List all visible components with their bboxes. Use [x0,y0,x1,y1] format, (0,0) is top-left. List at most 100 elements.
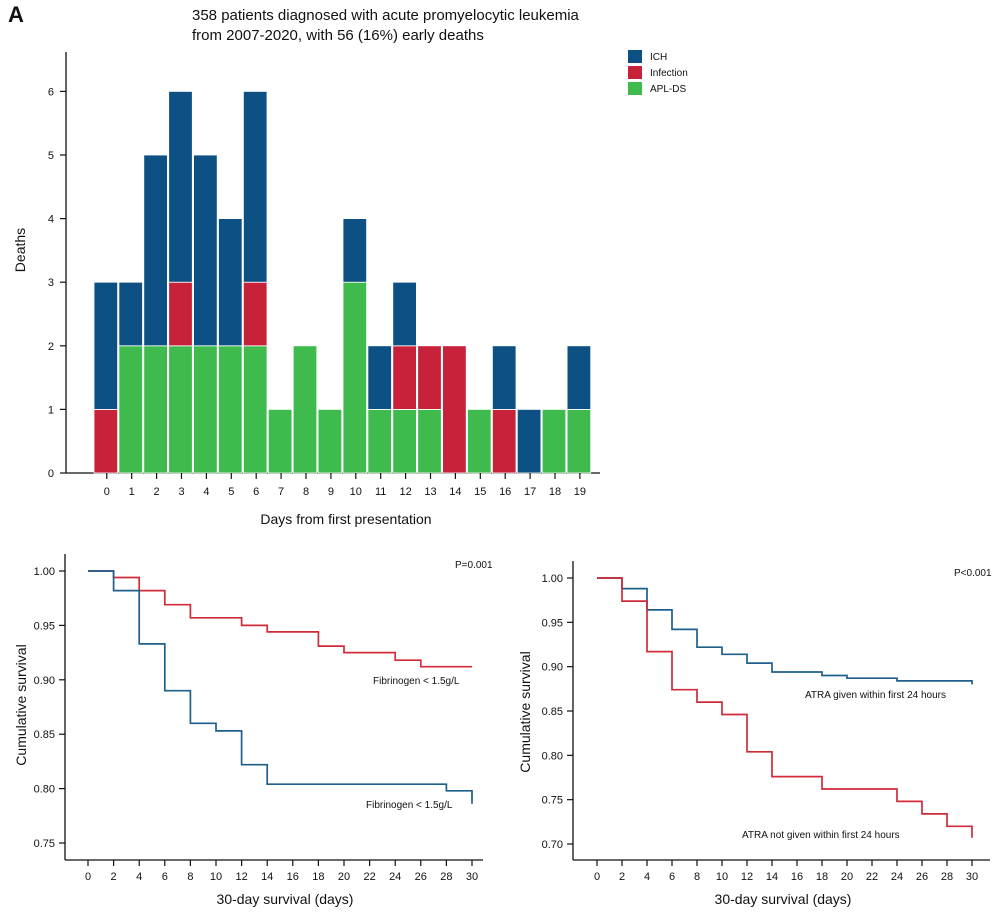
bar-ich [168,91,193,283]
x-tick-label: 8 [694,871,700,883]
x-tick-label: 10 [210,871,222,883]
y-axis-title: Cumulative survival [13,644,29,765]
title-line-1: 358 patients diagnosed with acute promye… [192,7,579,24]
bar-infection [442,345,467,474]
bar-apl-ds [317,408,343,474]
x-tick-label: 12 [741,871,753,883]
legend-swatch-infection [628,66,642,79]
bar-apl-ds [242,345,268,474]
y-tick-label: 1 [48,404,54,416]
bar-apl-ds [168,345,193,474]
y-tick-label: 3 [48,277,54,289]
x-tick-label: 30 [466,871,478,883]
x-tick-label: 0 [104,486,110,498]
y-tick-label: 5 [48,150,54,162]
title-line-2: from 2007-2020, with 56 (16%) early deat… [192,27,484,44]
y-tick-label: 0.75 [34,838,55,850]
x-tick-label: 18 [549,486,561,498]
x-tick-label: 0 [85,871,91,883]
y-axis-title: Cumulative survival [517,651,533,772]
p-value: P=0.001 [455,560,493,571]
bar-ich [566,345,592,410]
x-tick-label: 10 [716,871,728,883]
x-tick-label: 24 [389,871,401,883]
bar-ich [491,345,517,410]
bar-apl-ds [367,408,392,474]
bar-apl-ds [218,345,243,474]
x-tick-label: 26 [415,871,427,883]
bar-apl-ds [541,408,567,474]
survival-curve-blue [88,570,473,804]
bar-apl-ds [392,408,417,474]
x-tick-label: 11 [375,486,386,498]
bar-ich [193,154,218,347]
x-tick-label: 28 [941,871,953,883]
y-tick-label: 0.85 [542,706,563,718]
x-axis-title: 30-day survival (days) [715,891,852,907]
curve-label-blue: Fibrinogen < 1.5g/L [366,800,453,811]
x-tick-label: 19 [574,486,586,498]
survival-curve-red [597,577,973,838]
bar-infection [93,408,119,474]
bar-apl-ds [267,408,293,474]
bar-apl-ds [342,281,368,474]
bar-apl-ds [417,408,442,474]
y-tick-label: 0.70 [542,839,563,851]
y-tick-label: 1.00 [542,573,563,585]
curve-label-blue: ATRA given within first 24 hours [805,690,946,701]
y-tick-label: 0.75 [542,795,563,807]
y-tick-label: 0.90 [542,662,563,674]
bar-infection [392,345,417,410]
legend-label-infection: Infection [650,68,688,79]
x-tick-label: 6 [669,871,675,883]
x-tick-label: 1 [129,486,135,498]
x-tick-label: 14 [261,871,273,883]
x-tick-label: 3 [178,486,184,498]
x-tick-label: 2 [619,871,625,883]
bar-ich [118,281,143,347]
bar-apl-ds [566,408,592,474]
y-tick-label: 6 [48,86,54,98]
x-tick-label: 18 [816,871,828,883]
y-tick-label: 0.95 [34,620,55,632]
km-chart-fibrinogen: 0.750.800.850.900.951.000 2 4 6 8 10 12 14 16 18 2… [13,554,493,907]
bar-apl-ds [292,345,318,474]
x-tick-label: 28 [440,871,452,883]
curve-label-red: Fibrinogen < 1.5g/L [373,676,460,687]
bar-ich [93,281,119,410]
x-tick-label: 5 [228,486,234,498]
x-tick-label: 22 [866,871,878,883]
panel-letter: A [8,2,24,27]
bar-infection [168,281,193,347]
km-chart-atra: 0.700.750.800.850.900.951.000 2 4 6 8 10 12 14 1… [517,561,992,907]
x-tick-label: 14 [766,871,778,883]
x-tick-label: 17 [524,486,536,498]
bar-apl-ds [467,408,492,474]
bar-ich [218,218,243,347]
legend-label-apl-ds: APL-DS [650,84,686,95]
x-axis-title: Days from first presentation [260,511,431,527]
y-tick-label: 0.85 [34,729,55,741]
bar-apl-ds [193,345,218,474]
x-tick-label: 18 [312,871,324,883]
x-tick-label: 30 [966,871,978,883]
x-tick-label: 4 [136,871,142,883]
y-tick-label: 2 [48,341,54,353]
bar-ich [342,218,368,283]
x-tick-label: 12 [399,486,411,498]
x-tick-label: 15 [474,486,486,498]
bar-ich [242,91,268,283]
bar-infection [491,408,517,474]
x-tick-label: 4 [644,871,650,883]
survival-curve-red [88,570,472,668]
bar-infection [417,345,442,410]
x-tick-label: 13 [424,486,436,498]
x-tick-label: 16 [791,871,803,883]
bar-ich [516,408,542,474]
bar-ich [392,281,417,347]
bar-ich [367,345,392,410]
figure-title: 358 patients diagnosed with acute promye… [192,6,579,46]
x-tick-label: 10 [350,486,362,498]
